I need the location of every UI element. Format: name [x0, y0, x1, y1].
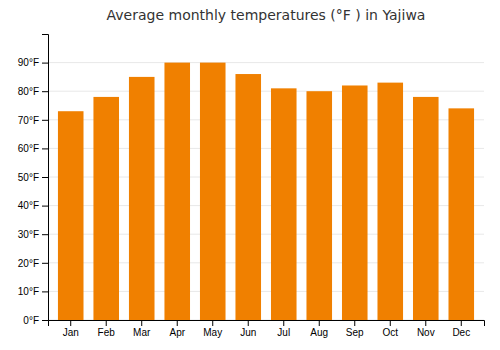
tick-label: 20°F	[18, 258, 39, 269]
bar	[306, 91, 332, 320]
tick-label: Sep	[346, 327, 364, 338]
tick-label: 40°F	[18, 200, 39, 211]
tick: Aug	[310, 320, 328, 338]
tick-label: 90°F	[18, 57, 39, 68]
tick-label: Apr	[169, 327, 185, 338]
tick: Apr	[169, 320, 185, 338]
tick-mark	[42, 63, 48, 64]
tick: 60°F	[18, 143, 48, 154]
tick: Sep	[346, 320, 364, 338]
grid-line	[48, 62, 484, 63]
tick-label: 70°F	[18, 115, 39, 126]
tick-mark	[42, 263, 48, 264]
tick-mark	[42, 206, 48, 207]
tick: Oct	[382, 320, 398, 338]
tick: 30°F	[18, 229, 48, 240]
tick-mark	[42, 148, 48, 149]
bar	[342, 85, 368, 320]
tick-mark	[42, 234, 48, 235]
tick-label: Feb	[98, 327, 116, 338]
tick-mark	[42, 120, 48, 121]
tick: 20°F	[18, 258, 48, 269]
bar	[377, 83, 403, 320]
tick: Dec	[452, 320, 470, 338]
grid-line	[48, 91, 484, 92]
tick-label: Aug	[310, 327, 328, 338]
tick-mark	[425, 320, 426, 326]
tick-mark	[390, 320, 391, 326]
tick: 90°F	[18, 57, 48, 68]
tick-label: May	[203, 327, 222, 338]
tick: May	[203, 320, 222, 338]
tick-mark	[42, 177, 48, 178]
bar	[271, 88, 297, 320]
bar	[129, 77, 155, 320]
plot: 0°F 10°F 20°F 30°F 40°F 50°F 60°F 70°F 80°F 90°F J…	[18, 35, 485, 339]
chart: 0°F 10°F 20°F 30°F 40°F 50°F 60°F 70°F 80°F 90°F J…	[0, 0, 500, 350]
tick-mark	[141, 320, 142, 326]
tick-mark	[354, 320, 355, 326]
tick: 0°F	[23, 315, 48, 326]
tick-label: 30°F	[18, 229, 39, 240]
tick: 80°F	[18, 86, 48, 97]
bar	[200, 63, 226, 320]
bar	[413, 97, 439, 320]
tick-label: 50°F	[18, 172, 39, 183]
tick-label: 60°F	[18, 143, 39, 154]
tick-mark	[319, 320, 320, 326]
tick-label: Dec	[452, 327, 470, 338]
tick-mark	[212, 320, 213, 326]
tick-label: Jan	[63, 327, 79, 338]
x-axis: Jan Feb Mar Apr May Jun Jul Aug Sep Oct Nov Dec	[49, 320, 485, 338]
tick-label: Oct	[382, 327, 398, 338]
tick-label: 0°F	[23, 315, 39, 326]
bar	[235, 74, 261, 320]
y-axis: 0°F 10°F 20°F 30°F 40°F 50°F 60°F 70°F 80°F 90°F	[18, 35, 49, 326]
tick-label: Jul	[277, 327, 290, 338]
tick: Mar	[133, 320, 151, 338]
bar	[58, 111, 84, 320]
tick: Jan	[63, 320, 79, 338]
tick: 50°F	[18, 172, 48, 183]
tick-label: Jun	[240, 327, 256, 338]
tick-mark	[461, 320, 462, 326]
tick: 10°F	[18, 286, 48, 297]
tick-mark	[42, 291, 48, 292]
tick-label: 80°F	[18, 86, 39, 97]
tick-mark	[177, 320, 178, 326]
tick-mark	[248, 320, 249, 326]
tick-mark	[70, 320, 71, 326]
bars	[58, 63, 474, 320]
tick: Feb	[98, 320, 116, 338]
tick-label: 10°F	[18, 286, 39, 297]
tick-mark	[42, 91, 48, 92]
tick: Jul	[277, 320, 290, 338]
tick-mark	[106, 320, 107, 326]
tick-label: Mar	[133, 327, 151, 338]
bar	[448, 108, 474, 320]
tick-label: Nov	[417, 327, 435, 338]
tick-mark	[42, 320, 48, 321]
tick-mark	[283, 320, 284, 326]
bar	[164, 63, 190, 320]
tick: Jun	[240, 320, 256, 338]
tick: 40°F	[18, 200, 48, 211]
title: Average monthly temperatures (°F ) in Ya…	[107, 7, 426, 23]
axis-line	[49, 321, 485, 327]
tick: 70°F	[18, 115, 48, 126]
grid	[48, 63, 484, 320]
bar	[93, 97, 119, 320]
tick: Nov	[417, 320, 435, 338]
axis-line	[42, 35, 49, 321]
